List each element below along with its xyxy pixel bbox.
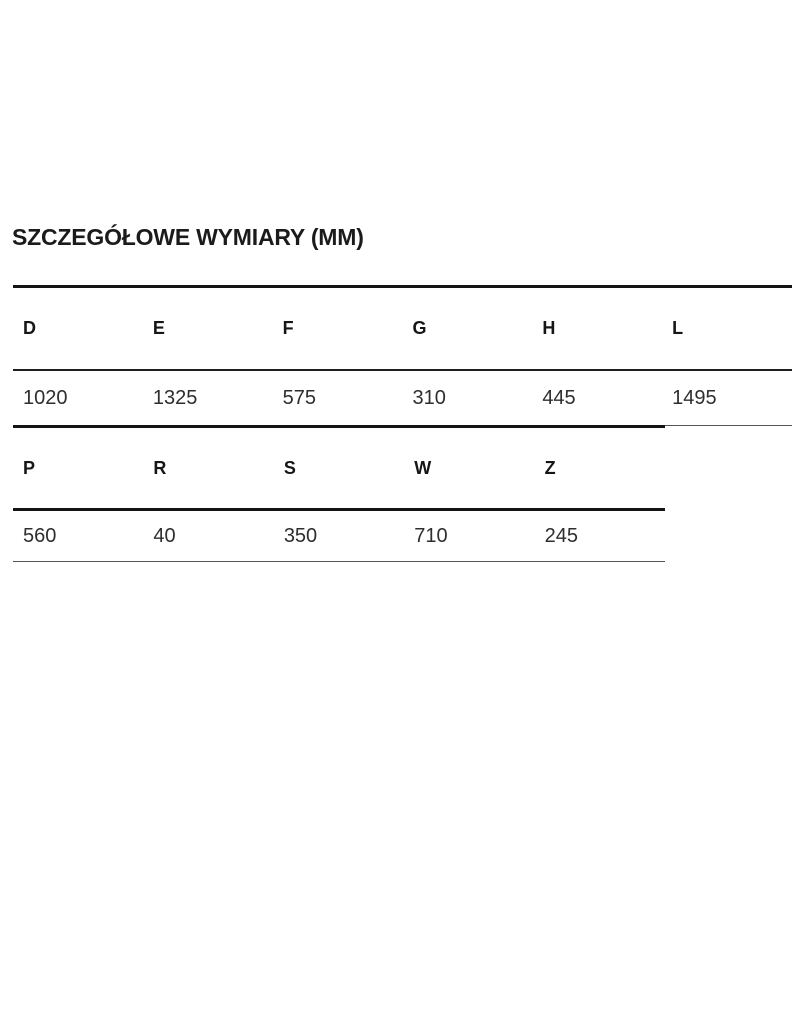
header-cell-l: L — [672, 318, 684, 338]
value-cell-d: 1020 — [23, 386, 68, 409]
header-cell-p: P — [23, 457, 36, 478]
page-title: SZCZEGÓŁOWE WYMIARY (MM) — [12, 224, 364, 250]
value-cell-s: 350 — [283, 524, 318, 547]
header-cell-f: F — [282, 318, 294, 338]
header-cell-s: S — [283, 457, 296, 478]
table-1-value-row: 1020 1325 575 310 445 1495 — [13, 371, 792, 426]
header-cell-h: H — [542, 318, 556, 338]
header-cell-w: W — [414, 457, 432, 478]
header-cell-e: E — [152, 318, 165, 338]
value-cell-f: 575 — [282, 386, 317, 409]
table-2-value-row: 560 40 350 710 245 — [13, 511, 665, 562]
value-cell-g: 310 — [412, 386, 446, 409]
value-cell-r: 40 — [153, 524, 176, 547]
dimensions-table-1: D E F G H L 1020 1325 575 310 445 1495 — [13, 285, 792, 426]
value-cell-h: 445 — [542, 386, 576, 409]
value-cell-w: 710 — [414, 524, 448, 547]
value-cell-l: 1495 — [672, 386, 717, 409]
value-cell-z: 245 — [544, 524, 578, 547]
table-1-header-row: D E F G H L — [13, 288, 792, 371]
dimensions-table-2: P R S W Z 560 40 350 710 245 — [13, 425, 665, 562]
value-cell-e: 1325 — [152, 386, 198, 409]
header-cell-g: G — [412, 318, 427, 338]
value-cell-p: 560 — [23, 524, 57, 547]
header-cell-z: Z — [544, 457, 556, 478]
header-cell-d: D — [23, 318, 36, 338]
header-cell-r: R — [153, 457, 167, 478]
table-2-header-row: P R S W Z — [13, 428, 665, 511]
